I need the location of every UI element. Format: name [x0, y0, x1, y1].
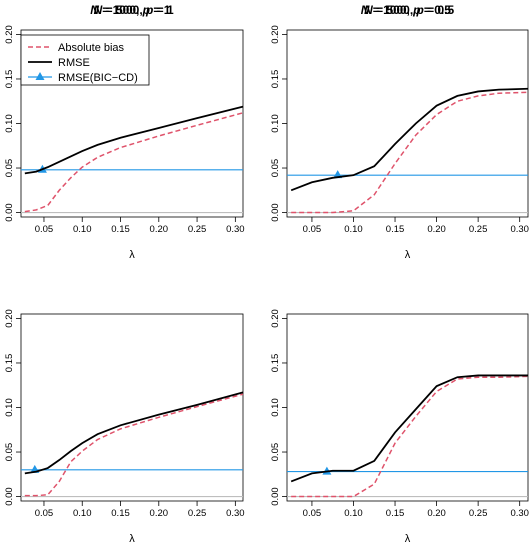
x-tick-label: 0.30: [226, 508, 245, 519]
panel-title-value: = 1: [150, 3, 171, 17]
y-tick-label: 0.05: [4, 443, 15, 462]
panel-title: N = 1000, p = 1: [90, 3, 174, 17]
x-tick-label: 0.25: [188, 508, 207, 519]
y-tick-label: 0.10: [270, 114, 281, 133]
legend-label-rmse: RMSE: [58, 57, 90, 69]
x-tick-label: 0.15: [111, 508, 130, 519]
x-tick-label: 0.20: [427, 508, 446, 519]
x-tick-label: 0.05: [303, 508, 322, 519]
y-tick-label: 0.15: [270, 70, 281, 89]
panel-title-value: = 1000,: [99, 3, 146, 17]
panel-title: N = 500, p = 0.5: [364, 3, 451, 17]
x-tick-label: 0.25: [469, 508, 488, 519]
x-tick-label: 0.15: [386, 224, 405, 235]
y-tick-label: 0.00: [270, 203, 281, 222]
panel-title-value: = 500,: [373, 3, 413, 17]
panel-title-value: = 0.5: [421, 3, 452, 17]
x-tick-label: 0.30: [510, 508, 529, 519]
x-tick-label: 0.20: [150, 224, 169, 235]
y-tick-label: 0.00: [4, 203, 15, 222]
panel-n1000-p05: N = 1000, p = 0.5 0.05 0.10 0.15 0.20 0.25 0.3…: [270, 3, 529, 545]
legend-label-rmse-bic: RMSE(BIC−CD): [58, 72, 138, 84]
series-line-abs-bias: [24, 112, 244, 213]
panel-title-symbol: p: [416, 3, 424, 17]
y-tick-label: 0.10: [4, 114, 15, 133]
series-line-rmse: [290, 87, 529, 192]
y-tick-label: 0.00: [4, 487, 15, 506]
y-tick-label: 0.10: [4, 398, 15, 417]
series-line-rmse: [24, 391, 244, 475]
x-axis-label: λ: [405, 249, 411, 261]
x-axis-label: λ: [129, 533, 135, 545]
x-tick-label: 0.10: [73, 508, 92, 519]
panel-title-value: = 0.5: [424, 3, 455, 17]
y-tick-label: 0.15: [4, 354, 15, 373]
panel-title-symbol: p: [142, 3, 150, 17]
legend: Absolute bias RMSE RMSE(BIC−CD): [20, 34, 150, 86]
x-tick-label: 0.20: [150, 508, 169, 519]
x-tick-label: 0.20: [427, 224, 446, 235]
x-tick-label: 0.30: [510, 224, 529, 235]
legend-label-absolute-bias: Absolute bias: [58, 42, 125, 54]
series-line-abs-bias: [24, 393, 244, 497]
y-tick-label: 0.05: [270, 443, 281, 462]
y-tick-label: 0.20: [270, 25, 281, 44]
panel-title-value: = 1: [153, 3, 174, 17]
x-tick-label: 0.05: [35, 508, 54, 519]
series-line-abs-bias: [291, 91, 529, 214]
x-tick-label: 0.10: [344, 508, 363, 519]
x-tick-label: 0.15: [111, 224, 130, 235]
x-tick-label: 0.10: [344, 224, 363, 235]
y-tick-label: 0.20: [270, 309, 281, 328]
x-tick-label: 0.10: [73, 224, 92, 235]
series-line-rmse: [290, 374, 528, 483]
panel-title-value: = 1000,: [369, 3, 416, 17]
x-tick-label: 0.25: [188, 224, 207, 235]
panel-n1000-p1: N = 1000, p = 1 0.05 0.10 0.15 0.20 0.25 0.30 λ…: [4, 3, 245, 545]
panel-title-symbol: N: [364, 3, 373, 17]
x-tick-label: 0.15: [386, 508, 405, 519]
x-tick-label: 0.05: [303, 224, 322, 235]
x-tick-label: 0.30: [226, 224, 245, 235]
panel-n500-p1: N = 500, p = 1 0.05 0.10 0.15 0.20 0.25 0.30 λ 0…: [4, 3, 245, 261]
panel-title-symbol: N: [94, 3, 103, 17]
y-tick-label: 0.00: [270, 487, 281, 506]
series-line-rmse: [24, 105, 244, 175]
y-tick-label: 0.15: [270, 354, 281, 373]
panel-title-symbol: p: [145, 3, 153, 17]
panel-title: N = 1000, p = 0.5: [361, 3, 455, 17]
x-tick-label: 0.05: [35, 224, 54, 235]
y-tick-label: 0.05: [4, 159, 15, 178]
y-tick-label: 0.20: [4, 25, 15, 44]
x-axis-label: λ: [129, 249, 135, 261]
x-tick-label: 0.25: [469, 224, 488, 235]
panel-title-symbol: N: [361, 3, 370, 17]
y-tick-label: 0.20: [4, 309, 15, 328]
panel-title-symbol: N: [90, 3, 99, 17]
panel-n500-p05: N = 500, p = 0.5 0.05 0.10 0.15 0.20 0.25 0.30…: [270, 3, 529, 261]
y-tick-label: 0.15: [4, 70, 15, 89]
panel-title-value: = 500,: [102, 3, 142, 17]
y-tick-label: 0.05: [270, 159, 281, 178]
panel-title-symbol: p: [412, 3, 420, 17]
legend-triangle-marker-icon: [35, 72, 45, 80]
y-tick-label: 0.10: [270, 398, 281, 417]
panel-title: N = 500, p = 1: [94, 3, 171, 17]
x-axis-label: λ: [405, 533, 411, 545]
